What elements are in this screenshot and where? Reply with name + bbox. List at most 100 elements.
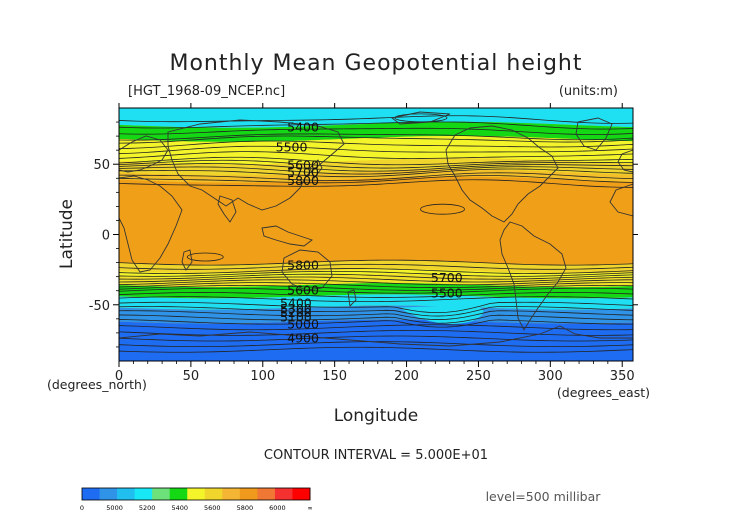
colorbar-swatch [82,488,101,500]
contour-line-north [119,151,633,159]
contour-closed-low [394,113,448,123]
chart-units: (units:m) [559,84,618,99]
colorbar-swatch [117,488,136,500]
coastline-africa [119,175,183,273]
colorbar-frame [81,487,311,501]
y-axis-label: Latitude [57,199,77,269]
colorbar-tick-label: 5200 [139,504,156,512]
contour-line-south [119,324,633,331]
x-tick-label: 250 [466,369,491,384]
y-tick-label: 0 [102,229,110,244]
contour-closed-high [186,252,224,262]
contour-line-south [119,282,633,288]
coastline-iberia [617,149,633,173]
contour-label: 5500 [431,286,463,301]
x-tick-label: 350 [610,369,635,384]
contour-label: 5700 [431,270,463,285]
contour-line-north [119,168,633,178]
colorbar-tick-label: 5000 [106,504,123,512]
y-tick-label: 50 [93,158,110,173]
x-tick-label: 200 [394,369,419,384]
contour-line-north [119,156,633,166]
color-bands [119,108,633,361]
contour-line-south [119,285,633,291]
colorbar-swatch [204,488,223,500]
colorbar-tick-label: ∞ [307,504,312,512]
chart-title: Monthly Mean Geopotential height [169,51,582,76]
contour-line-south [119,273,633,280]
contour-line-south [119,335,633,342]
contour-label: 5700 [287,165,319,180]
coastline-arctic [390,111,451,125]
x-tick-label: 0 [115,369,123,384]
contour-line-south [119,329,633,336]
colorbar-swatch [222,488,241,500]
contour-line-north [119,133,633,141]
coastline-india [217,195,237,223]
contour-line-south [119,279,633,286]
contour-label: 5300 [280,301,312,316]
contour-line-south [119,268,633,274]
contour-line-north [119,127,633,135]
coastline-south-america [499,221,567,331]
coastline-greenland [575,117,613,151]
colorbar-swatch [292,488,311,500]
contour-line-south [119,276,633,283]
coastline-antarctica [119,325,633,347]
contour-label: 5000 [287,316,319,331]
contour-lines [119,113,633,353]
contour-label: 5600 [287,158,319,173]
y-axis: 50 0 -50 [89,121,638,348]
colorbar-swatch [134,488,153,500]
coastline-japan [309,159,323,179]
contour-label: 5200 [280,305,312,320]
level-text: level=500 millibar [486,489,602,504]
chart-filename: [HGT_1968-09_NCEP.nc] [128,84,285,99]
contour-line-north [119,175,633,184]
colorbar-swatch [152,488,171,500]
colorbar-swatch [257,488,276,500]
colorbar: 0 5000 5200 5400 5600 5800 6000 ∞ [80,487,313,512]
x-axis-label: Longitude [334,406,419,426]
colorbar-tick-label: 0 [80,504,84,512]
colorbar-tick-label: 6000 [269,504,286,512]
contour-line-north [119,135,633,144]
x-tick-label: 100 [250,369,275,384]
coastline-indonesia [261,225,313,247]
x-axis-unit: (degrees_east) [557,385,650,400]
contour-line-south [119,270,633,277]
y-axis-unit: (degrees_north) [47,377,147,392]
x-tick-label: 50 [183,369,200,384]
coastlines [119,111,633,347]
colorbar-swatch [239,488,258,500]
contour-label: 5500 [276,139,308,154]
contour-closed-high [420,203,465,215]
x-tick-label: 300 [538,369,563,384]
contour-label: 5400 [287,120,319,135]
contour-line-south [119,314,633,324]
x-axis: 0 50 100 150 200 250 300 350 [115,103,635,384]
contour-line-south [119,346,633,353]
contour-line-north [119,163,633,172]
colorbar-tick-label: 5600 [204,504,221,512]
colorbar-tick-label: 5800 [237,504,254,512]
contour-line-north [119,145,633,155]
coastline-west-africa [609,183,633,217]
band-south-5500 [119,283,633,299]
contour-line-north [119,115,633,124]
colorbar-swatch [99,488,118,500]
contour-label: 5100 [280,309,312,324]
contour-line-south [119,310,633,320]
coastline-europe [119,135,169,173]
coastline-australia [281,249,333,291]
contour-line-south [119,259,633,266]
y-tick-label: -50 [89,299,110,314]
contour-line-south [119,296,633,303]
contour-interval-text: CONTOUR INTERVAL = 5.000E+01 [264,448,488,463]
colorbar-tick-label: 5400 [171,504,188,512]
band-north-5860 [119,176,633,190]
contour-line-south [119,287,633,294]
contour-label: 5400 [280,295,312,310]
